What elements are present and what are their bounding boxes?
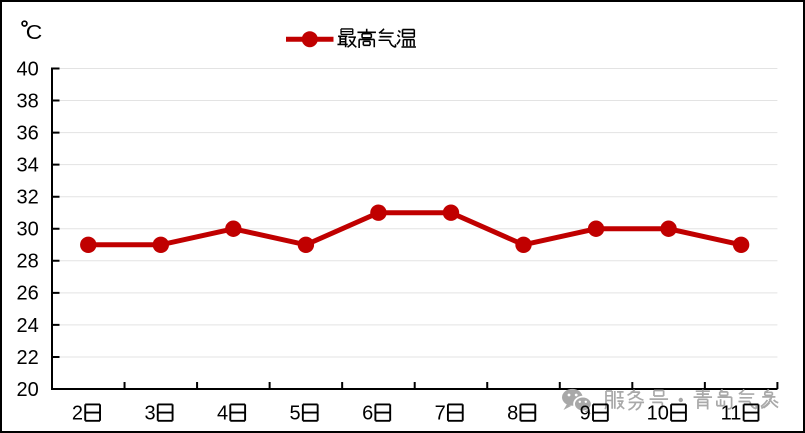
svg-text:7: 7	[435, 403, 446, 425]
svg-text:8: 8	[507, 403, 518, 425]
svg-text:4: 4	[217, 403, 228, 425]
svg-text:34: 34	[17, 155, 39, 177]
svg-text:20: 20	[17, 379, 39, 401]
svg-text:10: 10	[647, 403, 669, 425]
svg-text:9: 9	[580, 403, 591, 425]
svg-text:40: 40	[17, 58, 39, 80]
svg-text:2: 2	[72, 403, 83, 425]
svg-text:26: 26	[17, 283, 39, 305]
svg-text:32: 32	[17, 187, 39, 209]
svg-text:C: C	[26, 22, 43, 44]
svg-text:36: 36	[17, 123, 39, 145]
svg-text:3: 3	[144, 403, 155, 425]
svg-text:30: 30	[17, 219, 39, 241]
svg-text:24: 24	[17, 315, 39, 337]
svg-text:6: 6	[362, 403, 373, 425]
svg-text:38: 38	[17, 91, 39, 113]
svg-text:22: 22	[17, 347, 39, 369]
svg-text:5: 5	[290, 403, 301, 425]
svg-text:11: 11	[721, 403, 742, 425]
svg-text:28: 28	[17, 251, 39, 273]
